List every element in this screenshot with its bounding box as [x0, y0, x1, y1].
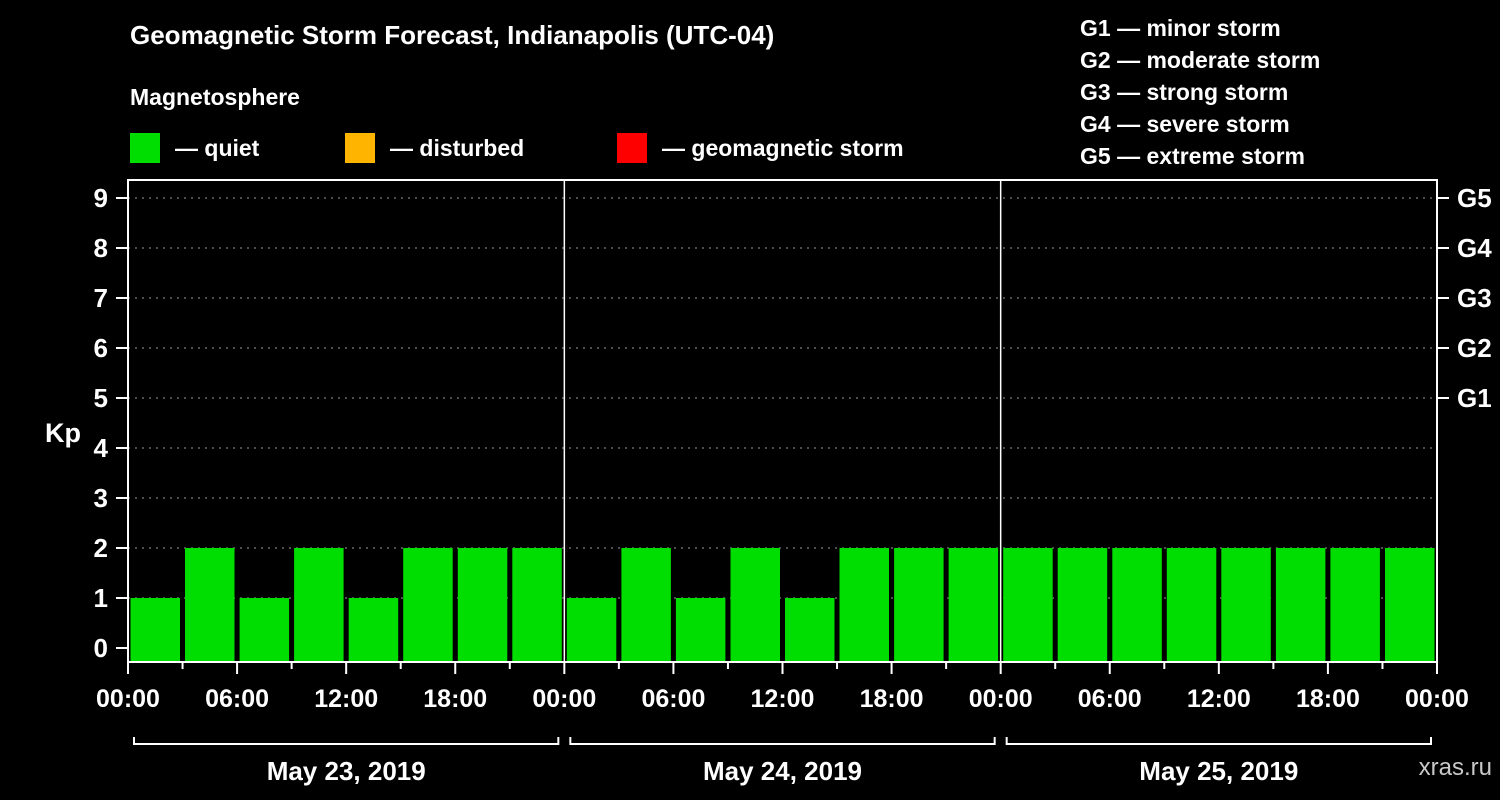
- date-label: May 25, 2019: [1139, 756, 1298, 786]
- date-bracket: [1005, 737, 1432, 745]
- x-tick-label: 00:00: [96, 685, 160, 713]
- g-tick-label: G1: [1457, 383, 1492, 413]
- kp-bar: [1112, 548, 1162, 662]
- storm-color-swatch: [617, 133, 647, 163]
- x-tick-label: 12:00: [314, 685, 378, 713]
- x-tick-label: 18:00: [860, 685, 924, 713]
- quiet-color-swatch: [130, 133, 160, 163]
- kp-bar: [566, 598, 617, 662]
- x-tick-label: 12:00: [1187, 685, 1251, 713]
- kp-bar: [675, 598, 726, 662]
- g-tick-label: G3: [1457, 283, 1492, 313]
- kp-bar: [894, 548, 944, 662]
- y-tick-label: 4: [94, 433, 109, 463]
- storm-scale-item: G1 — minor storm: [1080, 15, 1281, 41]
- kp-bar: [1003, 548, 1053, 662]
- x-tick-label: 18:00: [423, 685, 487, 713]
- kp-bar: [785, 598, 835, 662]
- x-tick-label: 18:00: [1296, 685, 1360, 713]
- storm-scale-item: G4 — severe storm: [1080, 111, 1290, 137]
- y-axis-title: Kp: [45, 418, 81, 448]
- kp-bar: [185, 548, 235, 662]
- kp-bar: [948, 548, 999, 662]
- date-bracket: [133, 737, 560, 745]
- kp-bar: [1057, 548, 1108, 662]
- g-tick-label: G4: [1457, 233, 1492, 263]
- kp-bar: [512, 548, 562, 662]
- g-tick-label: G2: [1457, 333, 1492, 363]
- chart-subtitle: Magnetosphere: [130, 84, 300, 110]
- kp-bar: [1385, 548, 1435, 662]
- y-tick-label: 5: [94, 383, 108, 413]
- date-bracket: [569, 737, 996, 745]
- disturbed-color-swatch: [345, 133, 375, 163]
- y-tick-label: 1: [94, 583, 108, 613]
- kp-bar: [348, 598, 399, 662]
- kp-bar: [1330, 548, 1380, 662]
- g-tick-label: G5: [1457, 183, 1492, 213]
- y-tick-label: 6: [94, 333, 108, 363]
- y-tick-label: 8: [94, 233, 108, 263]
- x-tick-label: 00:00: [969, 685, 1033, 713]
- date-label: May 23, 2019: [267, 756, 426, 786]
- legend-item-quiet: — quiet: [130, 133, 259, 163]
- kp-bar: [1275, 548, 1326, 662]
- storm-scale-item: G2 — moderate storm: [1080, 47, 1321, 73]
- kp-bar: [294, 548, 344, 662]
- x-tick-label: 12:00: [751, 685, 815, 713]
- kp-bar: [130, 598, 180, 662]
- x-tick-label: 00:00: [532, 685, 596, 713]
- kp-bar: [1166, 548, 1217, 662]
- watermark: xras.ru: [1418, 754, 1492, 781]
- storm-scale-item: G5 — extreme storm: [1080, 143, 1305, 169]
- x-tick-label: 00:00: [1405, 685, 1469, 713]
- legend-label: — geomagnetic storm: [662, 134, 904, 161]
- y-tick-label: 2: [94, 533, 108, 563]
- kp-bar: [839, 548, 889, 662]
- kp-bar: [239, 598, 290, 662]
- storm-scale-item: G3 — strong storm: [1080, 79, 1289, 105]
- kp-bar: [403, 548, 453, 662]
- legend-label: — disturbed: [390, 134, 525, 161]
- kp-bar: [457, 548, 508, 662]
- y-tick-label: 9: [94, 183, 108, 213]
- x-tick-label: 06:00: [205, 685, 269, 713]
- kp-bar: [730, 548, 780, 662]
- kp-bar: [1221, 548, 1271, 662]
- legend-item-disturbed: — disturbed: [345, 133, 524, 163]
- x-tick-label: 06:00: [641, 685, 705, 713]
- page-title: Geomagnetic Storm Forecast, Indianapolis…: [130, 20, 775, 50]
- legend-item-geomagnetic-storm: — geomagnetic storm: [617, 133, 904, 163]
- x-tick-label: 06:00: [1078, 685, 1142, 713]
- y-tick-label: 3: [94, 483, 108, 513]
- kp-bar: [621, 548, 671, 662]
- y-tick-label: 7: [94, 283, 108, 313]
- legend-label: — quiet: [175, 134, 260, 161]
- date-label: May 24, 2019: [703, 756, 862, 786]
- y-tick-label: 0: [94, 633, 108, 663]
- storm-scale-legend: G1 — minor storm G2 — moderate storm G3 …: [1080, 12, 1320, 172]
